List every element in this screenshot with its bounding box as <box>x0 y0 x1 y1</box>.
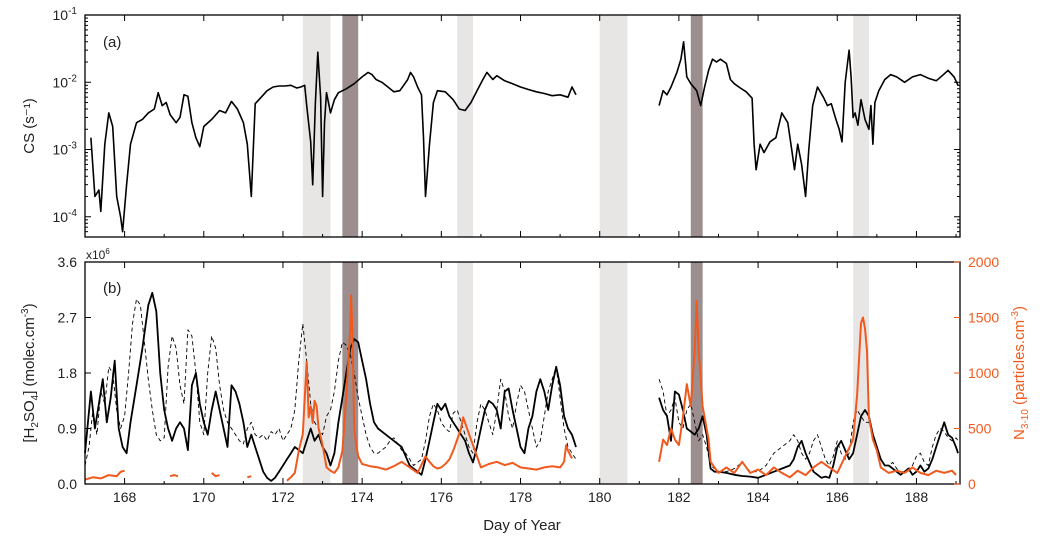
x-axis-label: Day of Year <box>483 517 561 534</box>
shade-band-light-a <box>457 15 474 237</box>
shading-layer <box>302 15 869 484</box>
panel-a-label: (a) <box>103 34 121 51</box>
x-tick-label: 178 <box>509 489 533 505</box>
y-tick-label: 3.6 <box>58 254 78 270</box>
cs-line <box>658 41 959 198</box>
shade-band-dark-a <box>690 15 703 237</box>
shade-band-light-a <box>302 15 331 237</box>
y-tick-label: 0.9 <box>58 421 78 437</box>
h2so4-proxy-line <box>658 379 959 473</box>
x-tick-label: 186 <box>826 489 850 505</box>
y-tick-label: 1.8 <box>58 365 78 381</box>
n3-10-line <box>84 469 125 481</box>
shade-band-dark-a <box>342 15 359 237</box>
cs-line <box>90 51 577 233</box>
x-tick-label: 180 <box>588 489 612 505</box>
shade-band-dark-b <box>690 262 703 484</box>
panel-a-frame <box>84 14 961 238</box>
n3-10-line <box>658 299 957 479</box>
y2-tick-label: 1000 <box>968 365 999 381</box>
n3-10-line <box>286 294 573 482</box>
y-tick-label: 10-3 <box>53 141 78 158</box>
x-tick-label: 170 <box>192 489 216 505</box>
x-tick-label: 176 <box>430 489 454 505</box>
x-tick-label: 188 <box>905 489 929 505</box>
ticks-layer: 168 170 172 174 176 178 180 182 184 186 188 10-4 10-… <box>53 6 1000 505</box>
shade-band-light-b <box>599 262 628 484</box>
panel-b-y2label: N3-10 (particles.cm-3) <box>1010 306 1031 440</box>
y-tick-label: 2.7 <box>58 310 78 326</box>
shade-band-light-b <box>457 262 474 484</box>
y-tick-label: 0.0 <box>58 476 78 492</box>
y-multiplier: x106 <box>86 247 110 262</box>
panel-b-label: (b) <box>103 280 121 297</box>
x-tick-label: 174 <box>350 489 374 505</box>
y2-tick-label: 2000 <box>968 254 999 270</box>
y-tick-label: 10-2 <box>53 73 78 90</box>
h2so4-line <box>658 390 959 479</box>
x-tick-label: 168 <box>113 489 137 505</box>
y2-tick-label: 1500 <box>968 310 999 326</box>
series-layer <box>84 41 959 482</box>
shade-band-light-a <box>853 15 869 237</box>
n3-10-line <box>247 475 252 479</box>
panel-a-ylabel: CS (s⁻¹) <box>21 98 38 153</box>
y-tick-label: 10-4 <box>53 208 78 225</box>
n3-10-line <box>169 474 179 478</box>
panel-b-ylabel: [H2SO4] (molec.cm-3) <box>20 303 41 442</box>
h2so4-proxy-line <box>84 298 577 466</box>
shade-band-light-a <box>599 15 628 237</box>
y2-tick-label: 0 <box>968 476 976 492</box>
y-tick-label: 10-1 <box>53 6 78 23</box>
h2so4-line <box>84 291 577 482</box>
x-tick-label: 172 <box>271 489 295 505</box>
x-tick-label: 184 <box>746 489 770 505</box>
y2-tick-label: 500 <box>968 421 992 437</box>
n3-10-line <box>211 472 220 478</box>
x-tick-label: 182 <box>667 489 691 505</box>
shade-band-light-b <box>853 262 869 484</box>
